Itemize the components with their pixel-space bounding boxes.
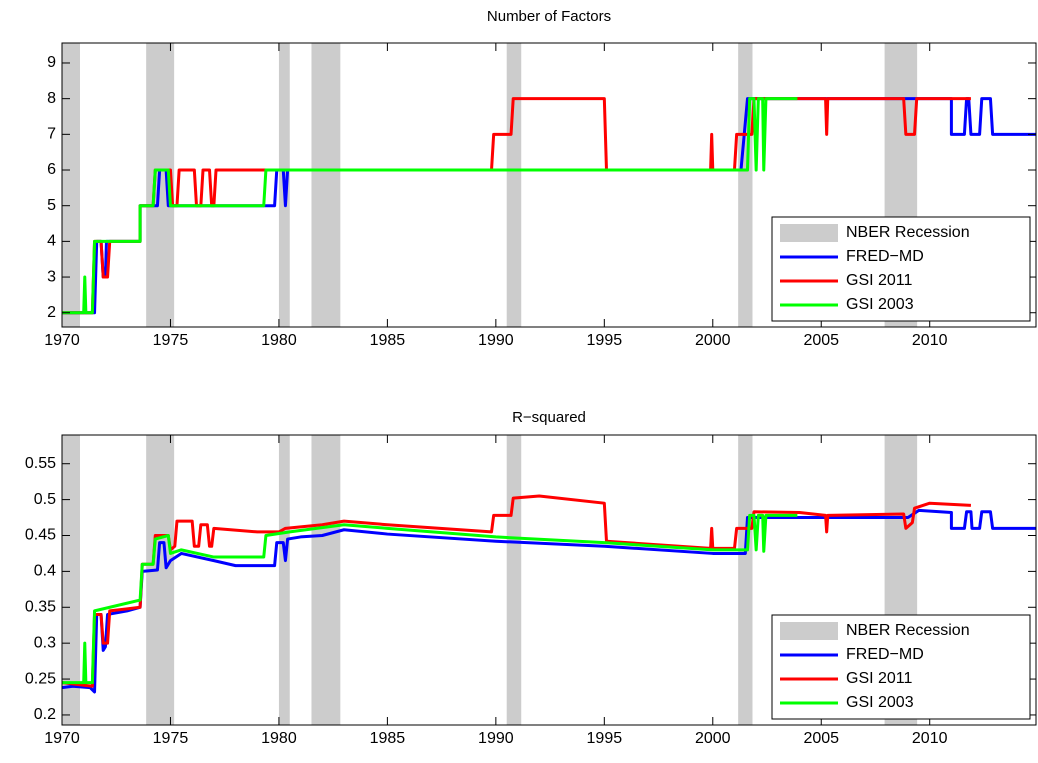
y-tick-label: 0.5 xyxy=(34,491,56,508)
legend-swatch xyxy=(780,622,838,640)
y-tick-label: 7 xyxy=(47,126,56,143)
x-tick-label: 2005 xyxy=(803,730,839,747)
recession-band xyxy=(311,435,341,725)
y-tick-label: 0.4 xyxy=(34,563,56,580)
legend-label: NBER Recession xyxy=(846,224,970,241)
recession-band xyxy=(62,43,81,327)
y-tick-label: 2 xyxy=(47,304,56,321)
recession-band xyxy=(738,43,753,327)
chart-title: Number of Factors xyxy=(487,8,611,25)
y-tick-label: 5 xyxy=(47,197,56,214)
subplot: Number of Factors 1970 1975 1980 1985 1990 199… xyxy=(44,8,1037,349)
x-tick-label: 1985 xyxy=(370,730,406,747)
series-line xyxy=(62,97,798,315)
y-tick-label: 9 xyxy=(47,54,56,71)
y-tick-label: 3 xyxy=(47,268,56,285)
x-tick-label: 2000 xyxy=(695,332,731,349)
x-tick-label: 1985 xyxy=(370,332,406,349)
legend-label: GSI 2011 xyxy=(846,272,913,289)
y-tick-label: 0.3 xyxy=(34,634,56,651)
x-tick-label: 1990 xyxy=(478,332,514,349)
legend: NBER Recession FRED−MD GSI 2011 GSI 2003 xyxy=(771,216,1031,322)
y-tick-label: 0.55 xyxy=(25,455,56,472)
y-tick-label: 0.25 xyxy=(25,670,56,687)
x-tick-label: 1980 xyxy=(261,332,297,349)
recession-band xyxy=(62,435,81,725)
x-tick-label: 1980 xyxy=(261,730,297,747)
legend: NBER Recession FRED−MD GSI 2011 GSI 2003 xyxy=(771,614,1031,720)
axes-box xyxy=(61,42,1037,328)
y-tick-label: 0.45 xyxy=(25,527,56,544)
x-tick-label: 1995 xyxy=(587,730,623,747)
y-tick-label: 4 xyxy=(47,233,56,250)
x-tick-label: 2000 xyxy=(695,730,731,747)
y-tick-label: 6 xyxy=(47,161,56,178)
y-tick-label: 0.2 xyxy=(34,706,56,723)
y-tick-label: 8 xyxy=(47,90,56,107)
recession-band xyxy=(146,435,175,725)
x-tick-label: 2010 xyxy=(912,730,948,747)
legend-label: NBER Recession xyxy=(846,622,970,639)
legend-label: GSI 2011 xyxy=(846,670,913,687)
x-tick-label: 2010 xyxy=(912,332,948,349)
plot-area xyxy=(62,435,1036,725)
recession-band xyxy=(278,435,290,725)
x-tick-label: 1995 xyxy=(587,332,623,349)
legend-label: GSI 2003 xyxy=(846,296,914,313)
recession-band xyxy=(506,435,522,725)
legend-label: GSI 2003 xyxy=(846,694,914,711)
y-tick-label: 0.35 xyxy=(25,598,56,615)
x-tick-label: 1975 xyxy=(153,332,189,349)
legend-label: FRED−MD xyxy=(846,248,924,265)
x-tick-label: 1990 xyxy=(478,730,514,747)
axes-box xyxy=(61,434,1037,726)
x-tick-label: 1970 xyxy=(44,730,80,747)
legend-swatch xyxy=(780,224,838,242)
x-tick-label: 1970 xyxy=(44,332,80,349)
chart-title: R−squared xyxy=(512,409,586,426)
x-tick-label: 1975 xyxy=(153,730,189,747)
series-line xyxy=(62,508,1036,694)
recession-band xyxy=(311,43,341,327)
x-tick-label: 2005 xyxy=(803,332,839,349)
legend-label: FRED−MD xyxy=(846,646,924,663)
plot-area xyxy=(62,43,1036,327)
subplot: R−squared 1970 1975 1980 1985 1990 1995 2000 200… xyxy=(25,409,1037,747)
recession-band xyxy=(738,435,753,725)
recession-band xyxy=(506,43,522,327)
series-line xyxy=(62,513,798,685)
